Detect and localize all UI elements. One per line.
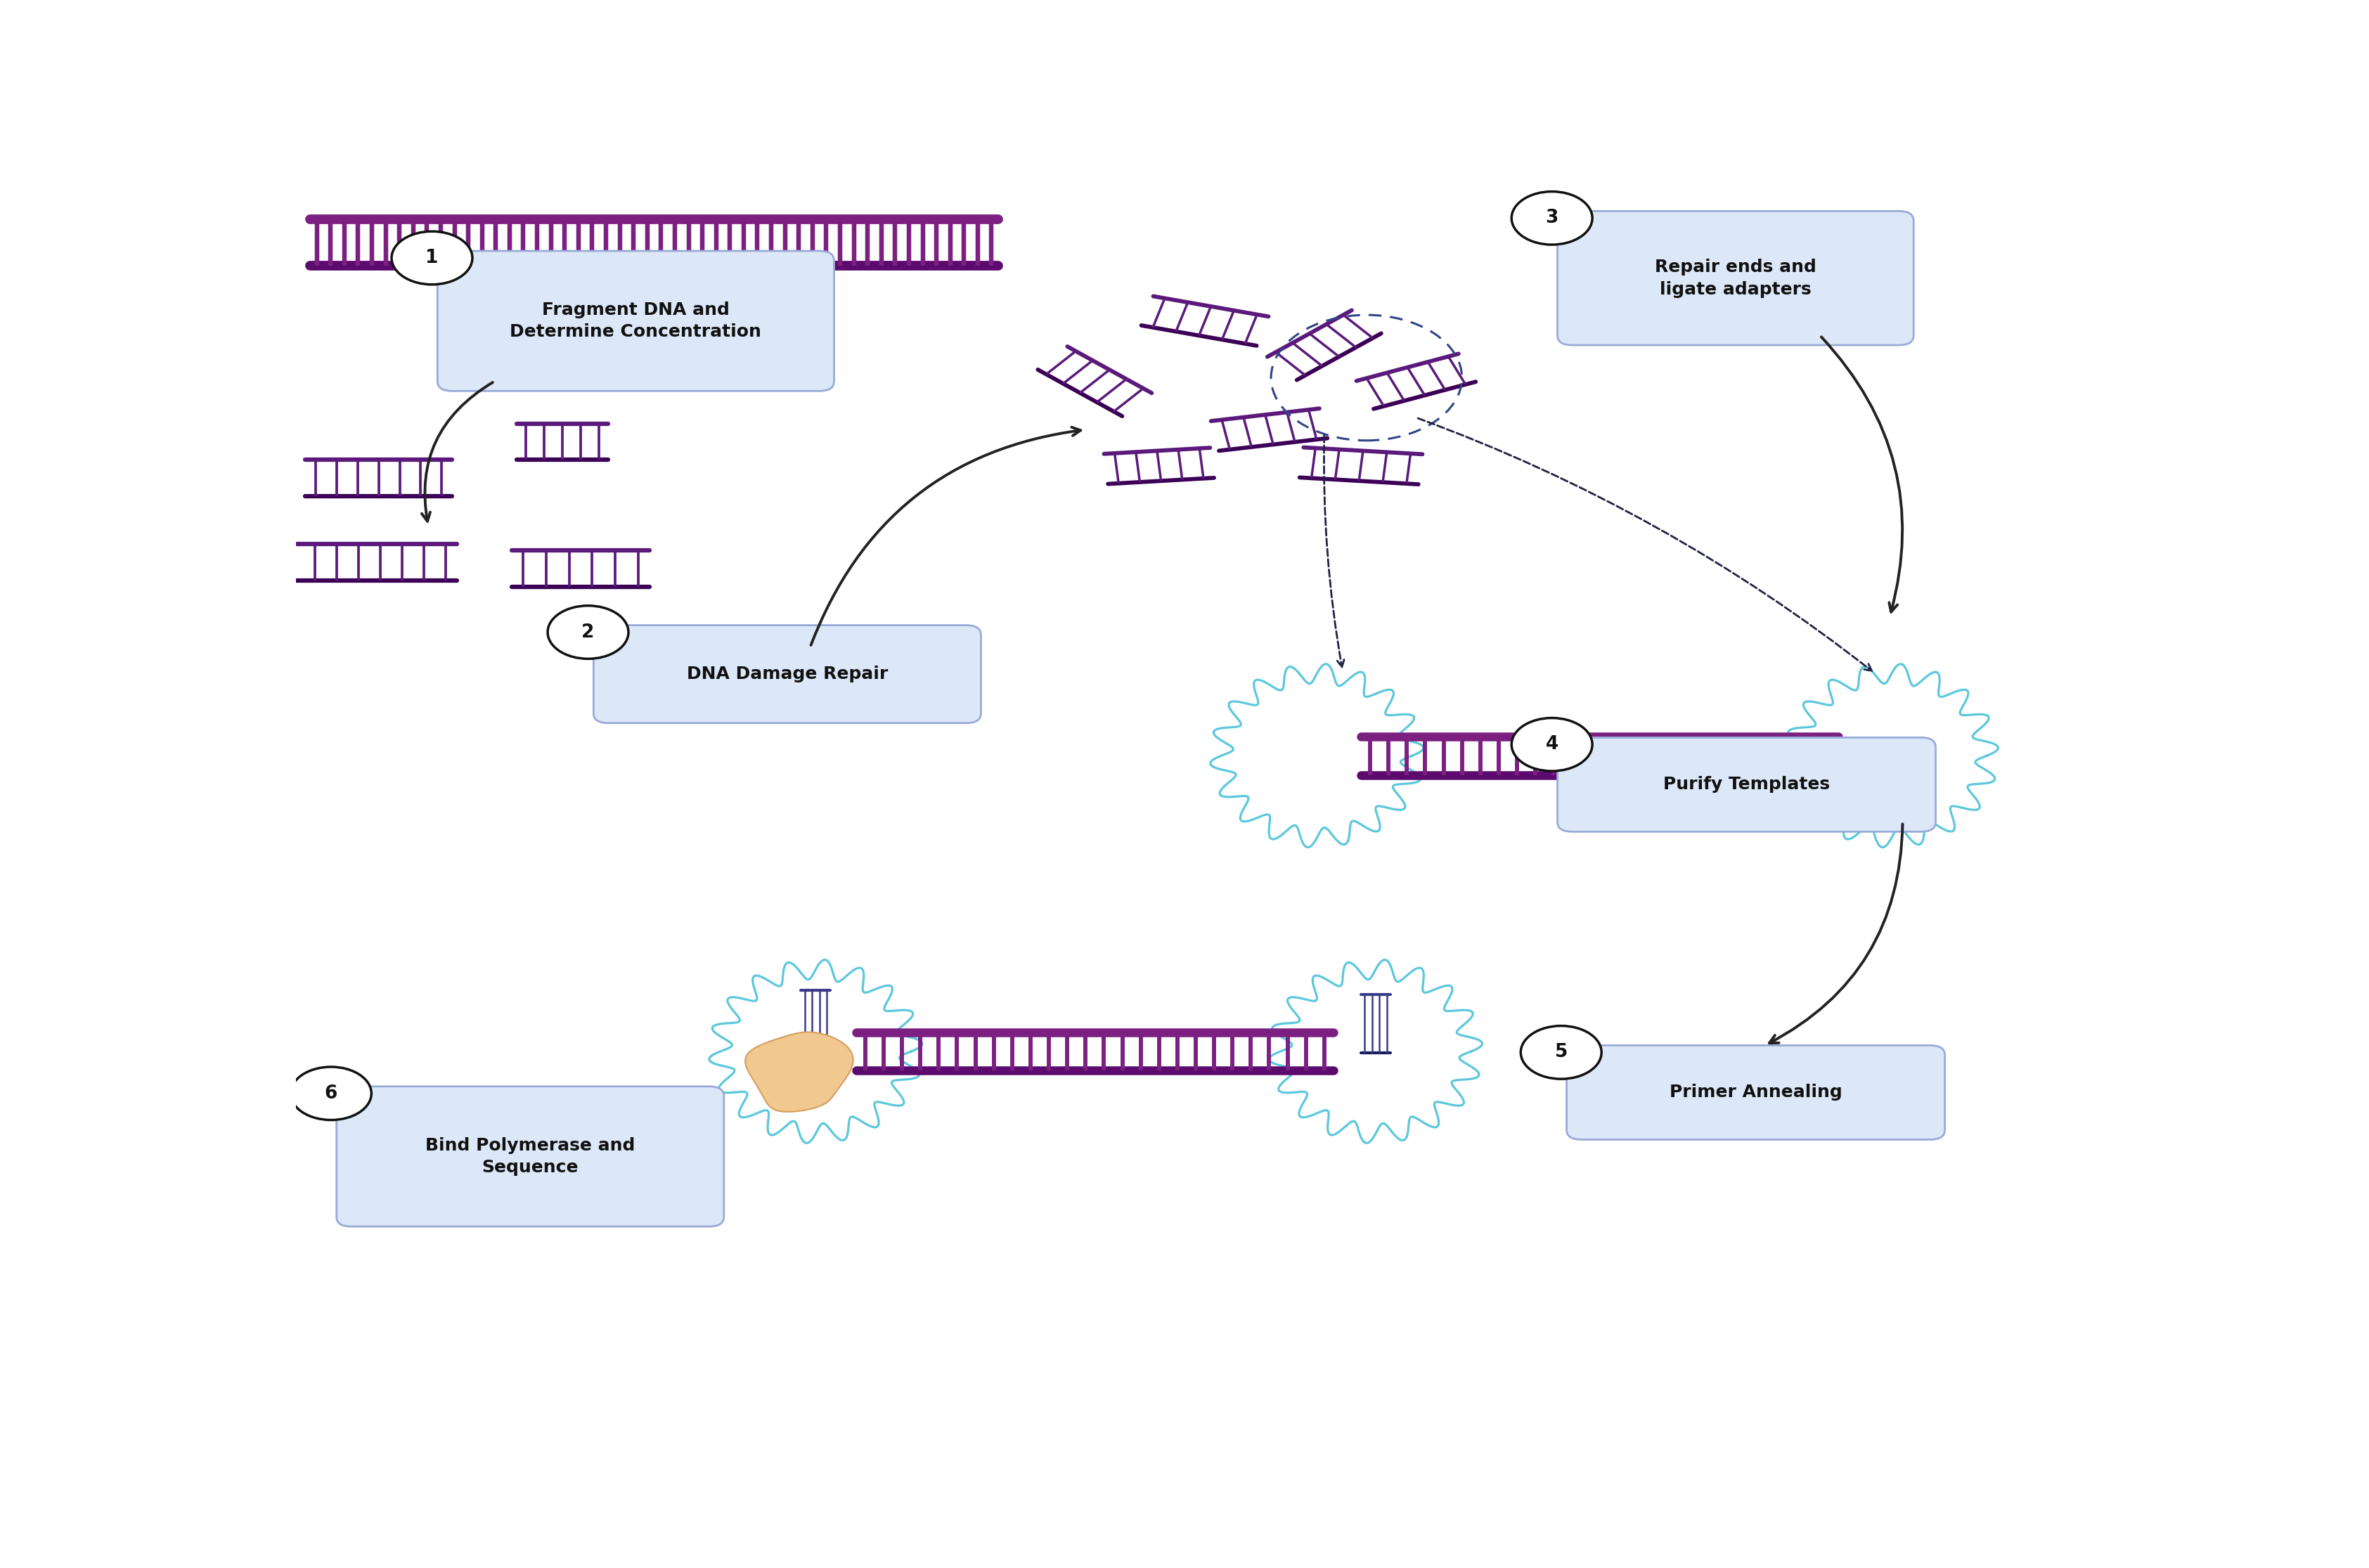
Circle shape: [1511, 191, 1592, 245]
Text: 5: 5: [1554, 1043, 1568, 1062]
Text: Purify Templates: Purify Templates: [1663, 776, 1829, 793]
Text: Repair ends and
ligate adapters: Repair ends and ligate adapters: [1654, 259, 1817, 298]
FancyBboxPatch shape: [438, 251, 834, 390]
Text: Fragment DNA and
Determine Concentration: Fragment DNA and Determine Concentration: [509, 301, 760, 340]
Text: DNA Damage Repair: DNA Damage Repair: [687, 666, 888, 682]
Text: 6: 6: [325, 1085, 336, 1102]
Polygon shape: [746, 1032, 853, 1112]
Text: 1: 1: [426, 249, 438, 267]
Circle shape: [547, 605, 628, 659]
FancyBboxPatch shape: [1556, 737, 1935, 831]
FancyBboxPatch shape: [1556, 212, 1914, 345]
Circle shape: [291, 1066, 372, 1120]
Circle shape: [1511, 718, 1592, 771]
FancyBboxPatch shape: [336, 1087, 725, 1226]
Text: Primer Annealing: Primer Annealing: [1670, 1083, 1843, 1101]
FancyBboxPatch shape: [595, 626, 981, 723]
Circle shape: [1521, 1025, 1601, 1079]
Text: 2: 2: [580, 622, 595, 641]
Circle shape: [391, 232, 471, 284]
Text: 4: 4: [1545, 735, 1559, 754]
Text: Bind Polymerase and
Sequence: Bind Polymerase and Sequence: [426, 1137, 635, 1176]
FancyBboxPatch shape: [1566, 1046, 1945, 1140]
Text: 3: 3: [1545, 209, 1559, 227]
